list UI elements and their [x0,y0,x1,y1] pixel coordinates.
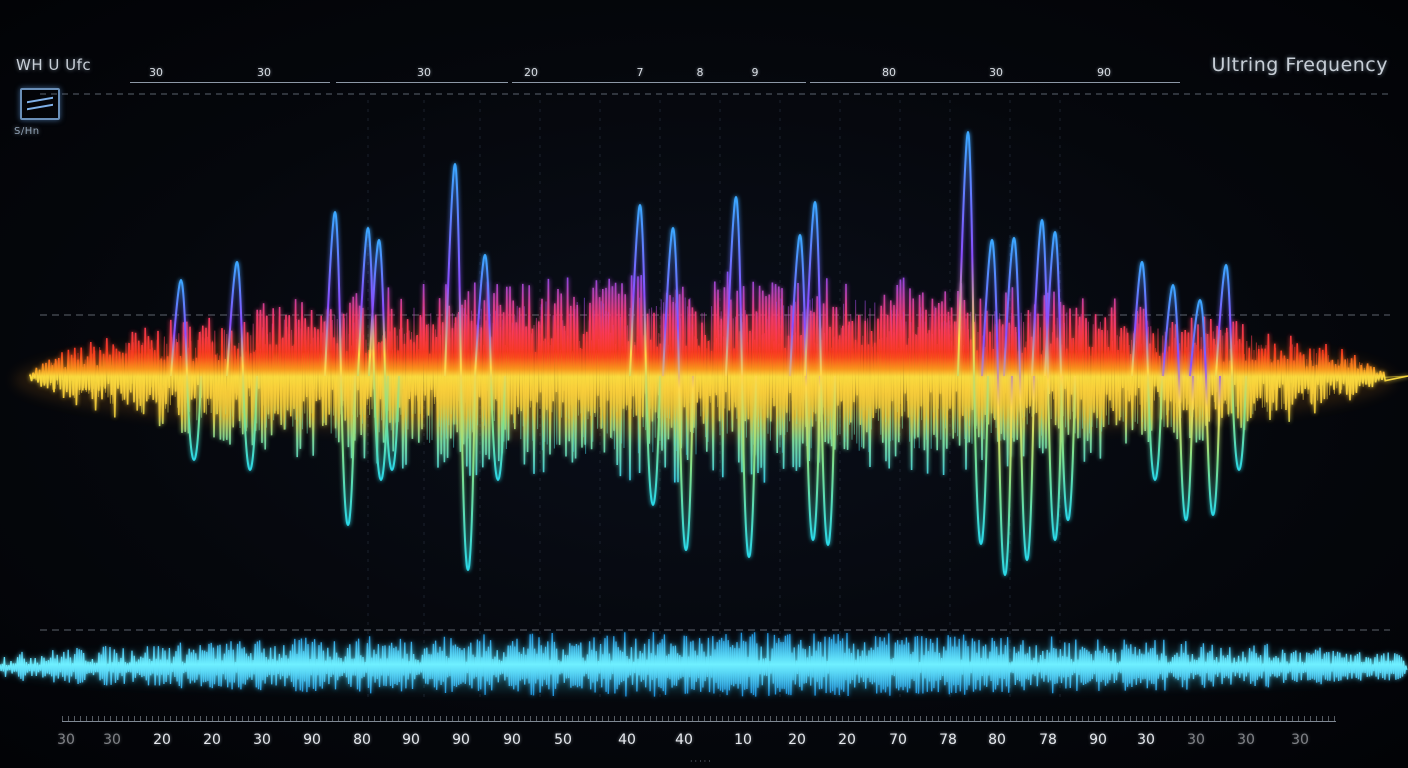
peak-spike [357,226,389,482]
bottom-scale-label: 90 [452,732,470,748]
bottom-scale-label: 10 [734,732,752,748]
panel-title: Ultring Frequency [1211,54,1388,76]
top-scale-segment [512,66,806,83]
bottom-scale-label: 70 [889,732,907,748]
bottom-scale-label: 20 [838,732,856,748]
bottom-scale-label: 90 [303,732,321,748]
top-scale-segment [130,66,330,83]
top-scale-label: 9 [751,66,759,79]
peak-spike [1162,283,1194,522]
app-title: WH U Ufc [16,56,92,74]
top-scale-label: 80 [882,66,896,79]
bottom-scale-label: 20 [153,732,171,748]
peak-spike [1189,298,1221,517]
peak-spike [1003,236,1035,562]
bottom-scale-label: 90 [402,732,420,748]
top-scale-label: 90 [1097,66,1111,79]
top-scale-label: 30 [257,66,271,79]
main-waveform-echo [29,297,1408,455]
bottom-scale-label: 80 [988,732,1006,748]
top-scale-label: 7 [636,66,644,79]
bottom-ruler-line [62,721,1336,722]
bottom-scale-label: 20 [203,732,221,748]
bottom-scale-label: 30 [1237,732,1255,748]
oscilloscope-icon[interactable] [20,88,60,120]
bottom-scale-label: 30 [253,732,271,748]
bottom-scale-label: 90 [503,732,521,748]
bottom-ruler-ticks [62,716,1336,721]
top-scale-segment [810,66,1180,83]
top-scale-label: 30 [417,66,431,79]
bottom-scale-label: 40 [675,732,693,748]
peak-spike [368,238,400,472]
bottom-scale-label: 30 [103,732,121,748]
bottom-scale-label: 78 [1039,732,1057,748]
bottom-scale-label: 78 [939,732,957,748]
peak-spike [981,238,1013,577]
peak-spike [957,130,989,546]
peak-spike [629,203,661,507]
lower-band-waveform [0,632,1408,697]
top-scale-segment [336,66,508,83]
bottom-scale-label: 30 [1137,732,1155,748]
bottom-scale-label: 30 [57,732,75,748]
panel-subtitle: S/Hn [14,126,40,137]
bottom-scale-label: 50 [554,732,572,748]
top-scale-label: 20 [524,66,538,79]
bottom-scale-label: 90 [1089,732,1107,748]
bottom-scale-label: 20 [788,732,806,748]
top-scale-label: 30 [989,66,1003,79]
bottom-scale-label: 30 [1187,732,1205,748]
bottom-scale-label: 40 [618,732,636,748]
top-scale-label: 30 [149,66,163,79]
bottom-indicator: ····· [690,757,713,766]
top-scale-label: 8 [696,66,704,79]
bottom-scale-label: 30 [1291,732,1309,748]
bottom-scale-label: 80 [353,732,371,748]
